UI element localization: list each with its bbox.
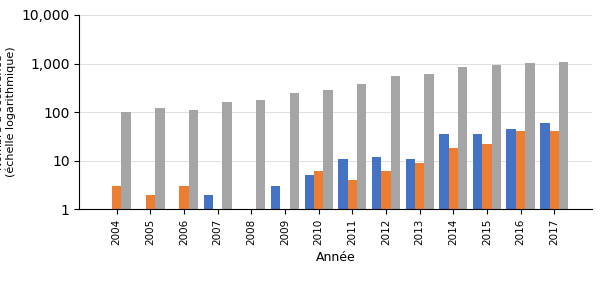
Bar [290,93,299,299]
Bar [448,148,458,299]
Bar [314,172,323,299]
Bar [516,132,525,299]
Bar [390,76,400,299]
Bar [506,129,516,299]
Bar [492,65,501,299]
Bar [223,102,232,299]
Bar [271,186,281,299]
Bar [188,110,198,299]
Bar [256,100,265,299]
Bar [372,157,381,299]
Bar [381,172,390,299]
Bar [323,90,333,299]
Bar [559,62,569,299]
Bar [415,163,425,299]
Bar [458,67,467,299]
Bar [439,134,448,299]
Bar [425,74,434,299]
Bar [483,144,492,299]
Bar [357,84,367,299]
Bar [525,62,535,299]
Bar [121,112,131,299]
Bar [473,134,483,299]
Bar [155,108,165,299]
Bar [550,132,559,299]
Y-axis label: Nombre d'occurence
(échelle logarithmique): Nombre d'occurence (échelle logarithmiqu… [0,47,16,177]
Bar [406,159,415,299]
Bar [348,180,357,299]
Bar [540,123,550,299]
X-axis label: Année: Année [315,251,356,264]
Bar [204,195,213,299]
Bar [179,186,188,299]
Bar [112,186,121,299]
Bar [304,175,314,299]
Bar [146,195,155,299]
Bar [338,159,348,299]
